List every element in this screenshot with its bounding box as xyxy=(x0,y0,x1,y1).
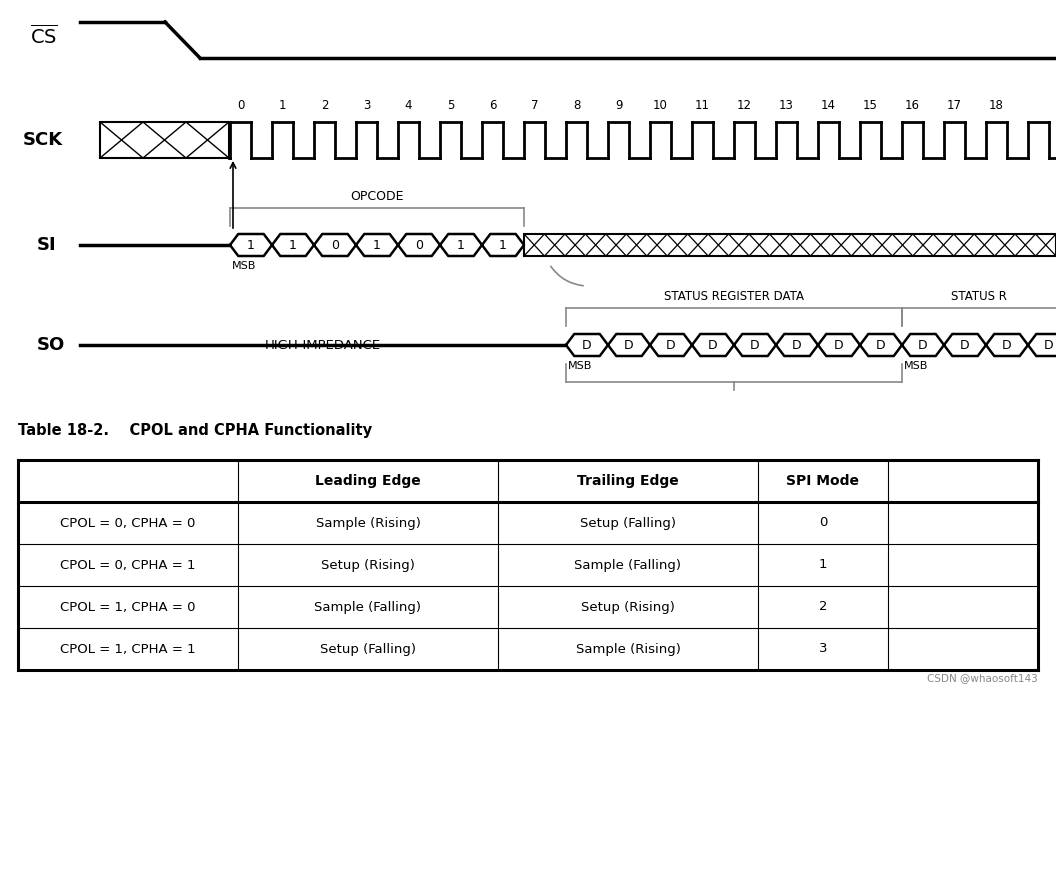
Bar xyxy=(398,234,440,256)
Text: CPOL = 1, CPHA = 0: CPOL = 1, CPHA = 0 xyxy=(60,600,195,613)
Bar xyxy=(860,334,902,356)
Text: Sample (Falling): Sample (Falling) xyxy=(315,600,421,613)
Text: 1: 1 xyxy=(457,238,465,252)
Text: 17: 17 xyxy=(947,99,962,112)
Text: 18: 18 xyxy=(989,99,1004,112)
Text: D: D xyxy=(876,339,886,351)
Text: 0: 0 xyxy=(237,99,244,112)
Text: Setup (Rising): Setup (Rising) xyxy=(581,600,675,613)
Text: 16: 16 xyxy=(905,99,920,112)
Text: MSB: MSB xyxy=(568,361,592,371)
Text: D: D xyxy=(834,339,844,351)
Text: 1: 1 xyxy=(818,559,827,571)
Bar xyxy=(776,334,818,356)
Text: CSDN @whaosoft143: CSDN @whaosoft143 xyxy=(927,673,1038,683)
Text: Sample (Rising): Sample (Rising) xyxy=(576,642,680,656)
Bar xyxy=(944,334,986,356)
Text: 2: 2 xyxy=(818,600,827,613)
Bar xyxy=(356,234,398,256)
Text: D: D xyxy=(792,339,802,351)
Text: CPOL = 0, CPHA = 0: CPOL = 0, CPHA = 0 xyxy=(60,517,195,530)
Text: STATUS REGISTER DATA: STATUS REGISTER DATA xyxy=(664,290,804,303)
Text: 1: 1 xyxy=(373,238,381,252)
Text: D: D xyxy=(918,339,928,351)
Text: 6: 6 xyxy=(489,99,496,112)
Bar xyxy=(272,234,314,256)
Text: 5: 5 xyxy=(447,99,454,112)
Text: $\overline{\mathrm{CS}}$: $\overline{\mathrm{CS}}$ xyxy=(30,24,58,48)
Text: 7: 7 xyxy=(531,99,539,112)
Text: Setup (Rising): Setup (Rising) xyxy=(321,559,415,571)
Text: Sample (Falling): Sample (Falling) xyxy=(574,559,681,571)
Text: SPI Mode: SPI Mode xyxy=(787,474,860,488)
Text: 2: 2 xyxy=(321,99,328,112)
Text: D: D xyxy=(709,339,718,351)
Text: 1: 1 xyxy=(289,238,297,252)
Text: D: D xyxy=(624,339,634,351)
Bar xyxy=(440,234,482,256)
Text: D: D xyxy=(960,339,969,351)
Text: Leading Edge: Leading Edge xyxy=(315,474,421,488)
Text: Table 18-2.    CPOL and CPHA Functionality: Table 18-2. CPOL and CPHA Functionality xyxy=(18,423,372,438)
Bar xyxy=(692,334,734,356)
Bar xyxy=(524,234,1056,256)
Text: 9: 9 xyxy=(615,99,622,112)
Text: 8: 8 xyxy=(572,99,580,112)
Text: 0: 0 xyxy=(818,517,827,530)
Bar xyxy=(734,334,776,356)
Text: STATUS R: STATUS R xyxy=(951,290,1007,303)
Text: D: D xyxy=(750,339,760,351)
Bar xyxy=(1027,334,1056,356)
Text: Setup (Falling): Setup (Falling) xyxy=(580,517,676,530)
Text: D: D xyxy=(1044,339,1054,351)
Text: 3: 3 xyxy=(363,99,371,112)
Text: 1: 1 xyxy=(279,99,286,112)
Bar xyxy=(314,234,356,256)
Text: SO: SO xyxy=(37,336,65,354)
Text: HIGH-IMPEDANCE: HIGH-IMPEDANCE xyxy=(265,339,381,351)
Text: CPOL = 0, CPHA = 1: CPOL = 0, CPHA = 1 xyxy=(60,559,195,571)
Text: 13: 13 xyxy=(779,99,794,112)
Text: 11: 11 xyxy=(695,99,710,112)
Text: SCK: SCK xyxy=(23,131,63,149)
Bar xyxy=(566,334,608,356)
Text: 15: 15 xyxy=(863,99,878,112)
Text: 1: 1 xyxy=(247,238,254,252)
Text: 12: 12 xyxy=(737,99,752,112)
Bar xyxy=(986,334,1027,356)
Bar xyxy=(230,234,272,256)
Bar xyxy=(100,122,229,158)
Text: 1: 1 xyxy=(499,238,507,252)
Text: CPOL = 1, CPHA = 1: CPOL = 1, CPHA = 1 xyxy=(60,642,195,656)
Text: D: D xyxy=(582,339,591,351)
Text: Trailing Edge: Trailing Edge xyxy=(578,474,679,488)
Text: 10: 10 xyxy=(653,99,668,112)
Text: 0: 0 xyxy=(331,238,339,252)
Text: MSB: MSB xyxy=(232,261,257,271)
Text: D: D xyxy=(666,339,676,351)
Text: Sample (Rising): Sample (Rising) xyxy=(316,517,420,530)
Text: D: D xyxy=(1002,339,1012,351)
Text: 0: 0 xyxy=(415,238,423,252)
Bar xyxy=(650,334,692,356)
Bar xyxy=(818,334,860,356)
Text: 14: 14 xyxy=(821,99,836,112)
Bar xyxy=(482,234,524,256)
Text: 3: 3 xyxy=(818,642,827,656)
Text: Setup (Falling): Setup (Falling) xyxy=(320,642,416,656)
Text: SI: SI xyxy=(37,236,57,254)
Bar xyxy=(902,334,944,356)
Bar xyxy=(608,334,650,356)
Text: MSB: MSB xyxy=(904,361,928,371)
Text: OPCODE: OPCODE xyxy=(351,190,403,203)
Text: 4: 4 xyxy=(404,99,412,112)
